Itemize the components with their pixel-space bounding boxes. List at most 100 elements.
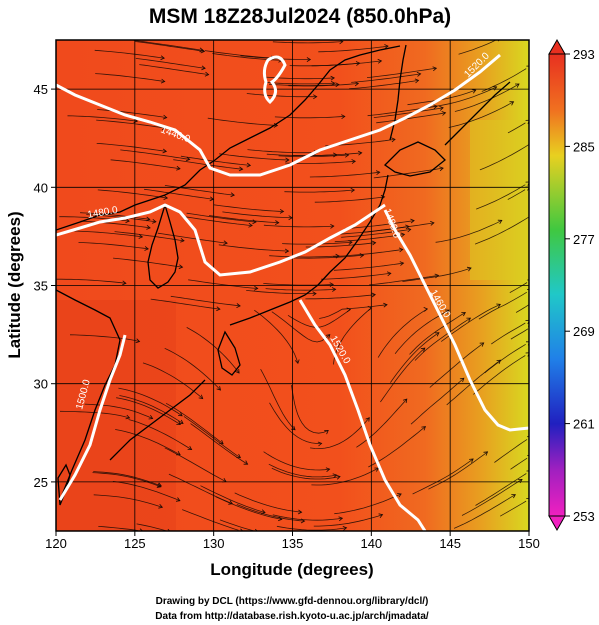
streamline — [333, 262, 404, 271]
streamline — [377, 308, 428, 358]
streamline — [509, 282, 528, 293]
streamline — [356, 398, 408, 448]
colorbar-tick-label: 269 — [573, 324, 595, 339]
streamline-arrowhead — [201, 65, 206, 71]
streamline — [366, 67, 437, 78]
streamline — [164, 447, 227, 482]
streamline-arrowhead — [204, 71, 210, 77]
streamline — [454, 83, 520, 112]
streamline-arrowhead — [402, 398, 408, 404]
streamline — [69, 334, 140, 342]
streamline-arrowhead — [236, 303, 241, 308]
streamline — [266, 153, 337, 156]
streamline — [473, 355, 526, 395]
streamline — [115, 429, 181, 456]
streamline — [234, 492, 302, 513]
streamline-arrowhead — [125, 414, 131, 420]
streamline-arrowhead — [285, 157, 290, 163]
contour-loop-north — [262, 55, 287, 105]
streamline-arrowhead — [138, 234, 144, 239]
streamline-arrowhead — [330, 223, 335, 229]
y-tick-label: 35 — [34, 279, 48, 294]
streamline-arrowhead — [400, 232, 406, 238]
x-tick-label: 150 — [518, 536, 540, 551]
streamline — [135, 58, 206, 69]
streamline — [414, 317, 471, 361]
streamline — [112, 481, 181, 502]
streamline — [188, 279, 258, 289]
streamline — [402, 267, 472, 282]
streamline — [376, 112, 446, 124]
colorbar-tick-label: 277 — [573, 232, 595, 247]
streamline-arrowhead — [439, 166, 444, 172]
streamline-arrowhead — [336, 474, 341, 480]
streamline — [446, 359, 501, 406]
streamline — [475, 473, 527, 506]
streamline — [182, 216, 253, 226]
streamline — [287, 309, 351, 328]
contour-1500 — [58, 334, 127, 501]
colorbar-top-arrow — [548, 38, 566, 55]
streamline — [114, 231, 185, 242]
streamline — [333, 249, 403, 257]
credit-data: Data from http://database.rish.kyoto-u.a… — [155, 611, 429, 622]
streamline-arrowhead — [162, 114, 168, 120]
colorbar-tick-label: 293 — [573, 47, 595, 62]
cool-patch — [470, 120, 529, 280]
streamline — [183, 416, 241, 459]
streamline-arrowhead — [515, 83, 520, 88]
streamline — [136, 523, 166, 531]
streamline — [260, 369, 296, 431]
streamline — [236, 504, 305, 522]
streamline — [507, 189, 526, 200]
contour-1440 — [56, 53, 501, 177]
streamline-arrowhead — [423, 307, 429, 312]
streamline — [98, 526, 139, 531]
streamline-arrowhead — [230, 192, 235, 198]
streamline — [215, 496, 282, 520]
coast-hokkaido — [383, 141, 446, 177]
y-tick-label: 30 — [34, 377, 48, 392]
streamline-arrowhead — [357, 150, 363, 156]
streamline-arrowhead — [441, 111, 447, 116]
streamline-arrowhead — [406, 227, 412, 233]
colorbar: 293 285 277 269 261 253 — [548, 38, 595, 532]
contour-1480 — [56, 203, 386, 277]
streamline-arrowhead — [421, 426, 427, 431]
plot-area: 1440.0 1480.0 1500.0 1520.0 1520.0 1460.… — [56, 40, 529, 531]
streamline — [409, 312, 466, 355]
streamline — [110, 159, 181, 170]
streamline-arrowhead — [383, 302, 388, 308]
streamline-arrowhead — [414, 78, 420, 84]
streamline — [478, 291, 528, 320]
streamline — [461, 479, 523, 516]
streamline — [339, 226, 410, 235]
streamline — [186, 327, 240, 374]
streamline — [265, 288, 336, 291]
streamline — [293, 254, 364, 259]
streamline — [254, 309, 299, 364]
streamline-arrowhead — [152, 218, 157, 224]
streamline-arrowhead — [432, 66, 438, 72]
streamline-arrowhead — [312, 291, 317, 297]
streamline-arrowhead — [246, 162, 252, 168]
streamline-arrowhead — [511, 494, 516, 499]
streamline-arrowhead — [198, 394, 204, 400]
contour-1460 — [383, 209, 529, 432]
streamline-arrowhead — [162, 148, 168, 154]
streamline — [180, 155, 251, 166]
x-tick-label: 120 — [45, 536, 67, 551]
streamline-arrowhead — [294, 359, 300, 365]
y-axis-label: Latitude (degrees) — [5, 211, 24, 358]
coast-mainland-asia — [56, 45, 401, 231]
colorbar-ticks: 293 285 277 269 261 253 — [565, 47, 595, 524]
y-tick-label: 25 — [34, 475, 48, 490]
x-tick-label: 145 — [439, 536, 461, 551]
streamline — [139, 64, 209, 75]
streamline-arrowhead — [223, 240, 228, 246]
streamline — [271, 311, 331, 343]
streamline — [222, 211, 293, 219]
streamline-arrowhead — [160, 55, 165, 61]
streamline-arrowhead — [526, 498, 529, 503]
streamline — [380, 347, 426, 403]
